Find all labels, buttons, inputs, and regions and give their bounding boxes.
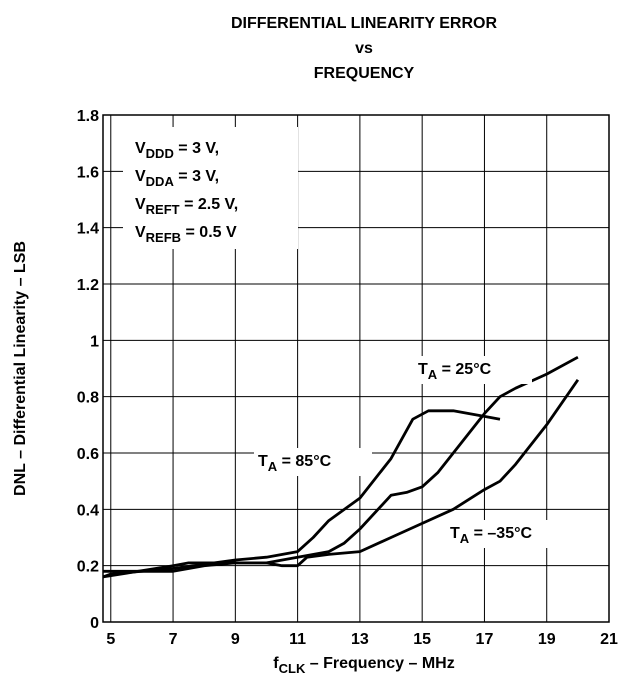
legend-box — [123, 127, 298, 249]
subscript: REFT — [146, 202, 180, 217]
condition-text: VDDA = 3 V, — [135, 168, 219, 189]
subscript: CLK — [279, 661, 306, 676]
y-tick-label: 0.6 — [77, 446, 99, 463]
y-tick-label: 0 — [90, 615, 99, 632]
x-tick-label: 15 — [413, 631, 431, 648]
subscript: REFB — [146, 230, 181, 245]
subscript: A — [428, 367, 438, 382]
line-series — [103, 379, 580, 573]
text: = 85°C — [277, 453, 331, 470]
x-tick-label: 19 — [538, 631, 556, 648]
y-tick-label: 1.8 — [77, 108, 99, 125]
main-text: T — [258, 453, 268, 470]
text: = 3 V, — [174, 140, 219, 157]
text: = –35°C — [469, 525, 532, 542]
main-text: V — [135, 140, 146, 157]
y-axis-label: DNL – Differential Linearity – LSB — [12, 241, 29, 496]
series-label: TA = 85°C — [258, 453, 332, 474]
line-series — [102, 409, 501, 579]
x-tick-label: 9 — [231, 631, 240, 648]
x-tick-label: 7 — [169, 631, 178, 648]
series-label: TA = –35°C — [450, 525, 533, 546]
x-tick-label: 21 — [600, 631, 618, 648]
main-text: T — [418, 361, 428, 378]
label-bg — [446, 520, 564, 548]
y-tick-label: 0.4 — [77, 502, 99, 519]
condition-text: VREFB = 0.5 V — [135, 224, 237, 245]
text: – Frequency – MHz — [305, 655, 454, 672]
chart-title: DIFFERENTIAL LINEARITY ERROR — [231, 15, 498, 32]
x-tick-label: 17 — [476, 631, 494, 648]
text: = 3 V, — [174, 168, 219, 185]
main-text: f — [273, 655, 279, 672]
subscript: DDA — [146, 174, 175, 189]
condition-text: VDDD = 3 V, — [135, 140, 219, 161]
condition-text: VREFT = 2.5 V, — [135, 196, 238, 217]
label-bg — [254, 448, 372, 476]
plot-frame — [102, 114, 610, 623]
x-tick-label: 11 — [289, 631, 306, 648]
text: = 0.5 V — [181, 224, 237, 241]
label-bg — [414, 356, 532, 384]
chart-title: vs — [355, 40, 373, 57]
x-tick-label: 13 — [351, 631, 369, 648]
y-tick-label: 1 — [90, 333, 99, 350]
y-tick-label: 1.4 — [77, 221, 99, 238]
x-tick-label: 5 — [106, 631, 115, 648]
y-tick-label: 0.2 — [77, 559, 99, 576]
text: = 25°C — [437, 361, 491, 378]
main-text: V — [135, 168, 146, 185]
main-text: T — [450, 525, 460, 542]
y-tick-label: 0.8 — [77, 390, 99, 407]
y-tick-label: 1.2 — [77, 277, 99, 294]
y-tick-label: 1.6 — [77, 164, 99, 181]
subscript: DDD — [146, 146, 174, 161]
chart-title: FREQUENCY — [314, 65, 415, 82]
series-label: TA = 25°C — [418, 361, 492, 382]
subscript: A — [460, 531, 470, 546]
subscript: A — [268, 459, 278, 474]
text: = 2.5 V, — [180, 196, 239, 213]
x-axis-label: fCLK – Frequency – MHz — [273, 655, 454, 676]
main-text: V — [135, 196, 146, 213]
main-text: V — [135, 224, 146, 241]
